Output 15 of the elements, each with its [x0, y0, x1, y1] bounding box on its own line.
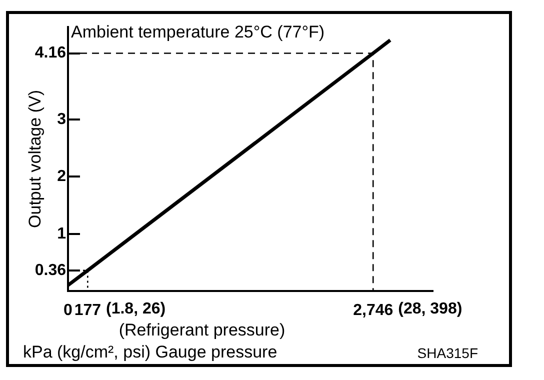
- y-tick-label: 3: [57, 110, 66, 128]
- y-tick-label: 1: [57, 225, 66, 242]
- x-axis-title: (Refrigerant pressure): [118, 320, 286, 340]
- annotation: (28, 398): [398, 300, 462, 318]
- y-tick-label: 2: [57, 168, 66, 186]
- y-axis-title: Output voltage (V): [26, 90, 45, 228]
- y-tick-label: 4.16: [34, 44, 66, 62]
- annotation: (1.8, 26): [106, 300, 166, 318]
- x-tick-label: 2,746: [353, 302, 394, 320]
- x-tick-label: 0: [64, 302, 73, 320]
- text: SHA315F: [417, 344, 478, 361]
- chart-title: Ambient temperature 25°C (77°F): [71, 22, 325, 42]
- y-tick-label: 0.36: [34, 262, 66, 279]
- x-tick-label: 177: [74, 302, 102, 320]
- text: kPa (kg/cm², psi) Gauge pressure: [23, 342, 278, 362]
